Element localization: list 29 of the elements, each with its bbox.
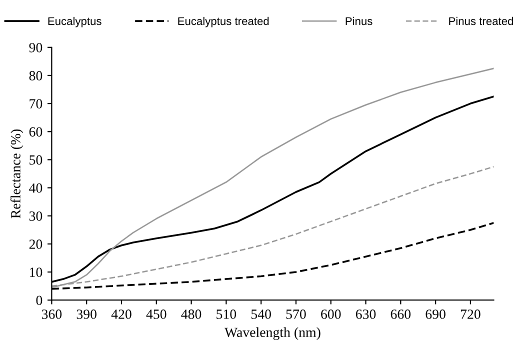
- y-tick-label: 30: [29, 211, 42, 221]
- x-tick-label: 690: [426, 310, 446, 319]
- y-tick-label: 20: [29, 240, 42, 249]
- x-tick-label: 450: [146, 310, 166, 319]
- x-tick-label: 390: [76, 310, 96, 319]
- x-tick-label: 480: [181, 310, 202, 319]
- legend-label: Pinus treated: [449, 16, 514, 26]
- y-tick-label: 60: [29, 127, 42, 137]
- y-tick-label: 0: [36, 296, 42, 306]
- x-tick-label: 360: [42, 310, 62, 319]
- x-tick-label: 600: [321, 310, 341, 319]
- x-tick-label: 720: [460, 310, 480, 319]
- x-tick-label: 630: [356, 310, 376, 319]
- legend-label: Eucalyptus treated: [178, 16, 269, 28]
- y-tick-label: 50: [30, 155, 42, 165]
- x-axis-title: Wavelength (nm): [224, 327, 320, 340]
- x-tick-label: 420: [111, 310, 132, 319]
- y-tick-label: 10: [30, 268, 42, 277]
- y-tick-label: 90: [29, 42, 42, 52]
- y-tick-label: 70: [30, 99, 42, 108]
- y-tick-label: 40: [29, 183, 42, 193]
- x-tick-label: 510: [216, 310, 236, 319]
- x-tick-label: 570: [286, 310, 306, 319]
- x-tick-label: 540: [251, 310, 271, 319]
- y-axis-title: Reflectance (%): [10, 129, 24, 218]
- x-tick-label: 660: [390, 310, 411, 319]
- y-tick-label: 80: [29, 71, 42, 80]
- legend-label: Pinus: [346, 16, 372, 26]
- legend-label: Eucalyptus: [48, 16, 102, 28]
